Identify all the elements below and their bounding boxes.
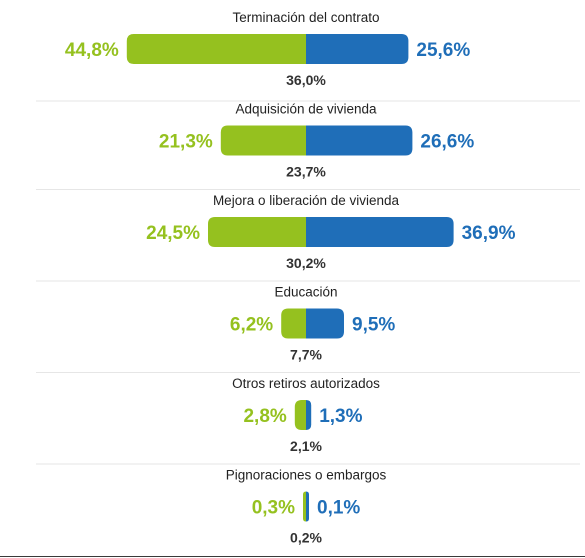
value-label-left: 0,3% [252,498,295,519]
total-label: 0,2% [290,530,322,546]
value-label-right: 36,9% [462,223,516,244]
value-label-right: 25,6% [416,40,470,61]
value-label-left: 6,2% [230,315,273,336]
category-label: Mejora o liberación de vivienda [213,193,400,208]
total-label: 23,7% [286,164,326,180]
category-label: Adquisición de vivienda [235,102,377,117]
value-label-right: 0,1% [317,498,360,519]
bar-left [220,125,306,156]
bar-left [294,400,306,430]
value-label-left: 24,5% [146,223,200,244]
value-label-left: 2,8% [243,406,286,427]
category-label: Educación [274,285,337,300]
total-label: 30,2% [286,255,326,271]
value-label-left: 44,8% [65,40,119,61]
category-label: Otros retiros autorizados [232,376,380,391]
bar-right [306,400,312,430]
bar-left [208,217,306,247]
category-label: Pignoraciones o embargos [226,468,387,483]
bar-right [306,217,454,247]
bar-right [306,34,409,64]
value-label-right: 26,6% [420,132,474,153]
total-label: 36,0% [286,72,326,88]
value-label-right: 1,3% [319,406,362,427]
bar-right [306,491,309,522]
total-label: 2,1% [290,438,322,454]
bar-right [306,308,344,339]
total-label: 7,7% [290,347,322,363]
value-label-right: 9,5% [352,315,395,336]
category-label: Terminación del contrato [232,10,379,25]
bar-left [281,308,306,339]
bar-left [303,491,306,522]
bar-right [306,125,413,156]
value-label-left: 21,3% [159,132,213,153]
bar-left [126,34,306,64]
